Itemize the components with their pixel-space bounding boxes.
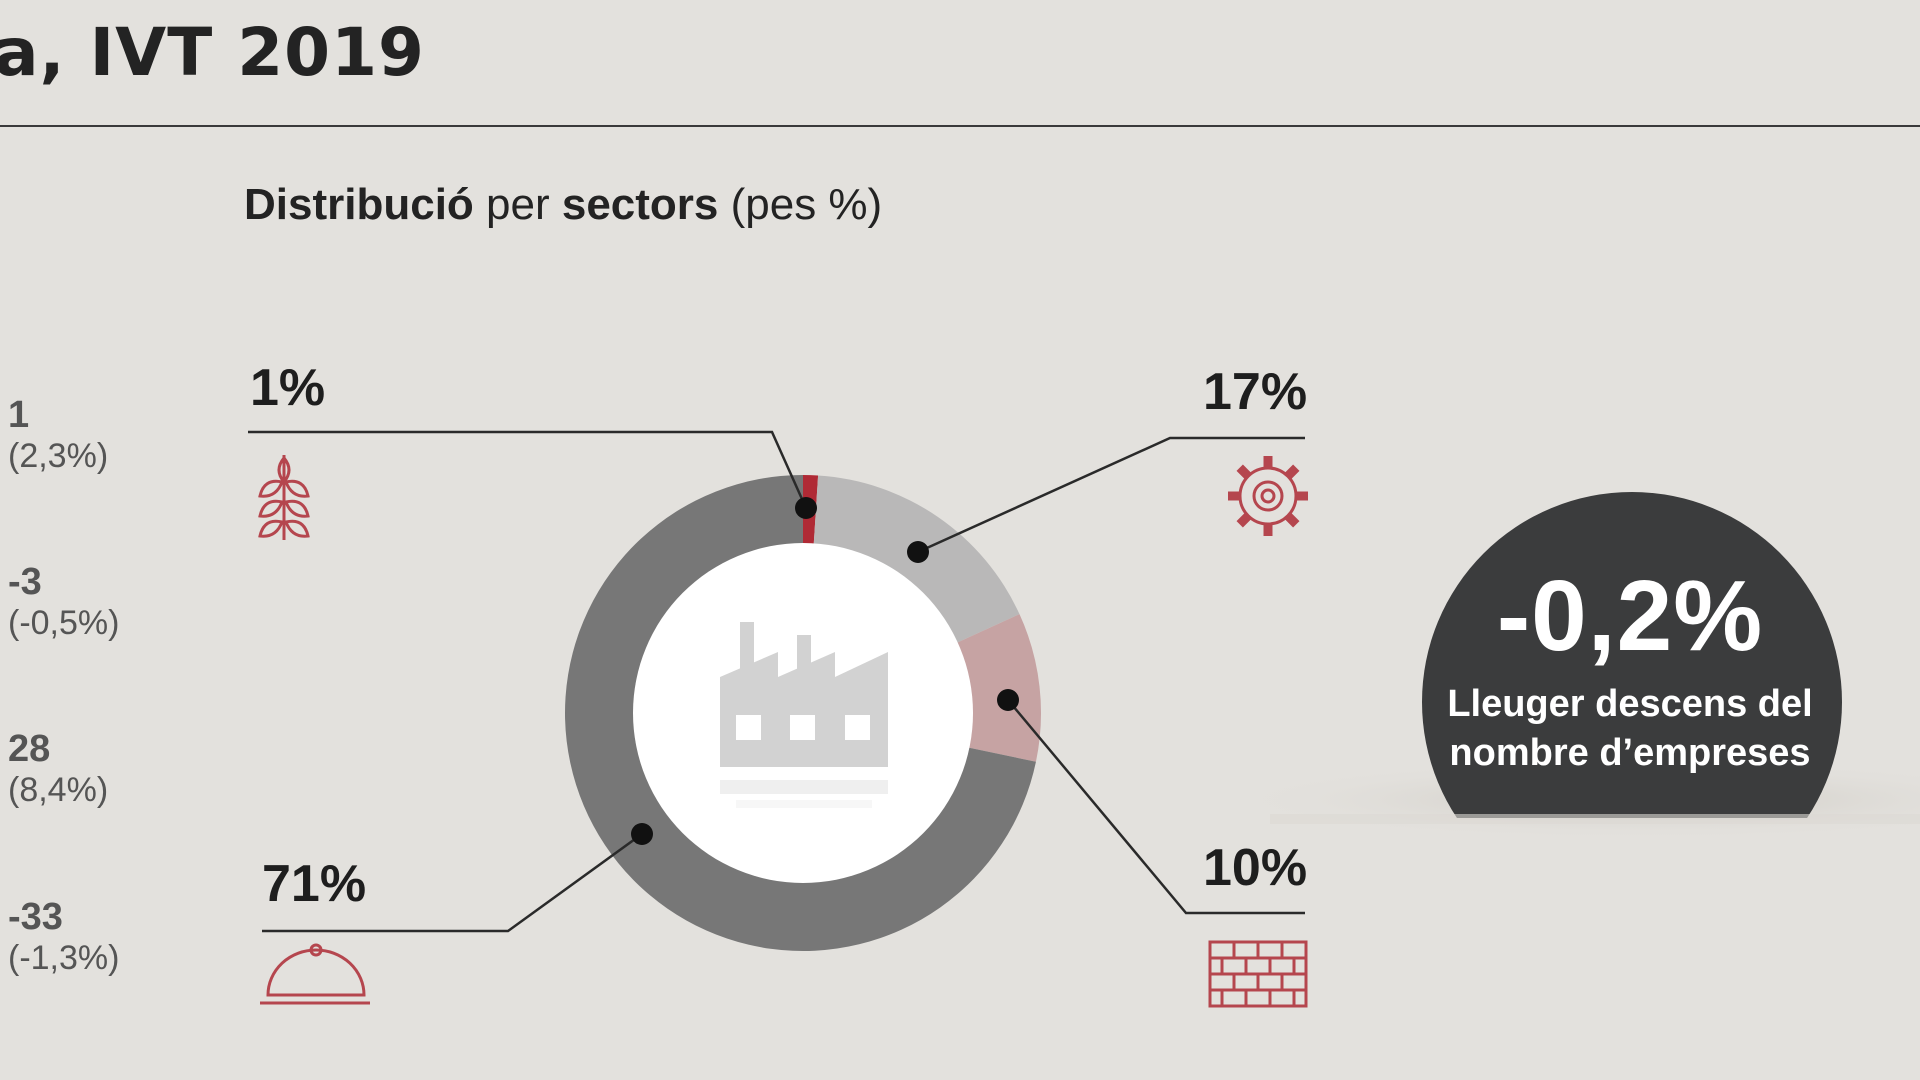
title-divider — [0, 125, 1920, 127]
leader-line-industria — [917, 436, 1305, 554]
leader-line-serveis — [262, 832, 643, 933]
callout-text-line-2: nombre d’empreses — [1449, 732, 1811, 775]
left-stat-3: 28 (8,4%) — [8, 730, 108, 809]
label-construccio: 10% — [1203, 839, 1308, 897]
callout-value: -0,2% — [1496, 560, 1764, 672]
left-stat-value: 28 — [8, 728, 51, 770]
subtitle-light-1: per — [473, 180, 562, 229]
left-stat-pct: (-1,3%) — [8, 939, 120, 977]
leader-line-agricultura — [248, 430, 808, 509]
gear-icon — [1228, 456, 1308, 536]
label-serveis: 71% — [262, 855, 367, 913]
left-stat-pct: (2,3%) — [8, 437, 109, 475]
bubble-base — [1270, 814, 1920, 824]
donut-segment-construcci — [955, 614, 1041, 762]
gear-tooth — [1284, 464, 1300, 480]
subtitle-bold-2: sectors — [561, 180, 719, 229]
left-stat-value: -3 — [8, 561, 42, 603]
left-stat-2: -3 (-0,5%) — [8, 563, 119, 642]
left-stat-value: -33 — [8, 896, 63, 938]
leader-line-construccio — [1007, 699, 1305, 915]
left-stat-value: 1 — [8, 394, 30, 436]
dot-construccio — [997, 689, 1019, 711]
gear-tooth — [1284, 512, 1300, 528]
callout-text-line-1: Lleuger descens del — [1447, 683, 1813, 725]
dot-agricultura — [795, 497, 817, 519]
left-stat-pct: (8,4%) — [8, 771, 109, 809]
left-stat-pct: (-0,5%) — [8, 604, 120, 642]
label-agricultura: 1% — [250, 359, 326, 417]
callout: -0,2% Lleuger descens del nombre d’empre… — [1420, 566, 1840, 779]
label-industria: 17% — [1203, 363, 1308, 421]
dot-serveis — [631, 823, 653, 845]
cloche-icon — [260, 943, 370, 1005]
left-stat-4: -33 (-1,3%) — [8, 898, 119, 977]
wheat-icon — [258, 455, 310, 540]
gear-tooth — [1236, 464, 1252, 480]
dot-industria — [907, 541, 929, 563]
callout-bubble — [1422, 492, 1842, 818]
left-stat-1: 1 (2,3%) — [8, 396, 108, 475]
subtitle-bold-1: Distribució — [244, 180, 474, 229]
chart-subtitle: Distribució per sectors (pes %) — [244, 180, 882, 230]
page-title: a, IVT 2019 — [0, 14, 425, 91]
factory-icon — [720, 622, 888, 808]
subtitle-light-2: (pes %) — [718, 180, 883, 229]
bricks-icon — [1208, 940, 1308, 1008]
gear-tooth — [1236, 512, 1252, 528]
